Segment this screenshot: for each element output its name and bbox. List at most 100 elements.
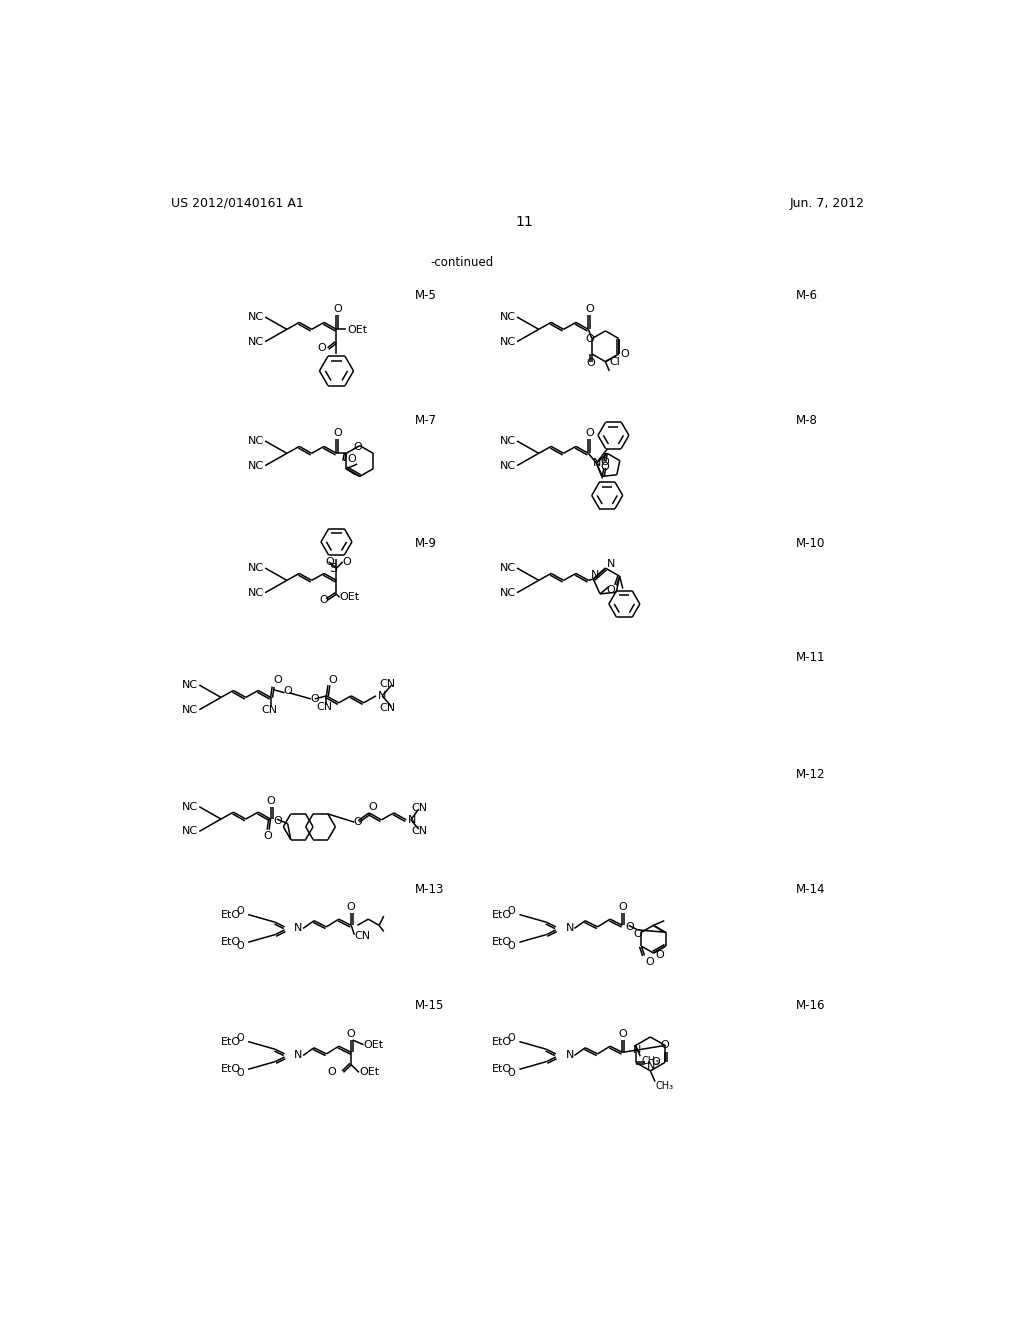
Text: EtO: EtO bbox=[493, 937, 512, 948]
Text: O: O bbox=[327, 1068, 336, 1077]
Text: O: O bbox=[237, 1032, 244, 1043]
Text: CH₃: CH₃ bbox=[655, 1081, 674, 1092]
Text: M-11: M-11 bbox=[796, 651, 825, 664]
Text: O: O bbox=[237, 906, 244, 916]
Text: CN: CN bbox=[261, 705, 278, 714]
Text: M-16: M-16 bbox=[796, 999, 825, 1012]
Text: O: O bbox=[586, 428, 594, 438]
Text: CN: CN bbox=[411, 803, 427, 813]
Text: O: O bbox=[263, 832, 272, 841]
Text: M-8: M-8 bbox=[796, 413, 818, 426]
Text: EtO: EtO bbox=[221, 1064, 241, 1074]
Text: Jun. 7, 2012: Jun. 7, 2012 bbox=[790, 197, 864, 210]
Text: O: O bbox=[347, 1028, 355, 1039]
Text: O: O bbox=[266, 796, 275, 805]
Text: M-14: M-14 bbox=[796, 883, 825, 896]
Text: O: O bbox=[237, 1068, 244, 1078]
Text: Cl: Cl bbox=[609, 356, 621, 367]
Text: CN: CN bbox=[379, 678, 395, 689]
Text: NC: NC bbox=[500, 337, 516, 347]
Text: M-5: M-5 bbox=[415, 289, 436, 302]
Text: O: O bbox=[347, 902, 355, 912]
Text: O: O bbox=[348, 454, 356, 465]
Text: O: O bbox=[508, 906, 515, 916]
Text: NC: NC bbox=[182, 826, 199, 837]
Text: M-6: M-6 bbox=[796, 289, 818, 302]
Text: M-12: M-12 bbox=[796, 768, 825, 781]
Text: O: O bbox=[237, 941, 244, 952]
Text: N: N bbox=[565, 1051, 573, 1060]
Text: EtO: EtO bbox=[221, 937, 241, 948]
Text: EtO: EtO bbox=[221, 909, 241, 920]
Text: O: O bbox=[353, 442, 362, 453]
Text: N: N bbox=[633, 1045, 641, 1055]
Text: O: O bbox=[660, 1040, 670, 1051]
Text: NC: NC bbox=[182, 801, 199, 812]
Text: O: O bbox=[353, 817, 362, 828]
Text: M-13: M-13 bbox=[415, 883, 444, 896]
Text: NC: NC bbox=[248, 337, 264, 347]
Text: O: O bbox=[626, 921, 634, 932]
Text: N: N bbox=[607, 560, 615, 569]
Text: S: S bbox=[330, 561, 337, 574]
Text: O: O bbox=[328, 675, 337, 685]
Text: 11: 11 bbox=[516, 215, 534, 230]
Text: CN: CN bbox=[411, 825, 427, 836]
Text: OEt: OEt bbox=[340, 593, 359, 602]
Text: O: O bbox=[508, 941, 515, 952]
Text: O: O bbox=[586, 305, 594, 314]
Text: NC: NC bbox=[182, 680, 199, 690]
Text: NC: NC bbox=[500, 436, 516, 446]
Text: M-9: M-9 bbox=[415, 537, 437, 550]
Text: CH₃: CH₃ bbox=[641, 1056, 659, 1065]
Text: NC: NC bbox=[182, 705, 199, 714]
Text: O: O bbox=[326, 557, 335, 566]
Text: NC: NC bbox=[248, 312, 264, 322]
Text: US 2012/0140161 A1: US 2012/0140161 A1 bbox=[171, 197, 303, 210]
Text: NC: NC bbox=[248, 564, 264, 573]
Text: OEt: OEt bbox=[347, 325, 368, 335]
Text: OEt: OEt bbox=[364, 1040, 384, 1049]
Text: O: O bbox=[586, 334, 595, 343]
Text: NC: NC bbox=[500, 461, 516, 471]
Text: O: O bbox=[645, 957, 654, 966]
Text: NC: NC bbox=[500, 312, 516, 322]
Text: O: O bbox=[618, 1028, 627, 1039]
Text: N: N bbox=[565, 924, 573, 933]
Text: O: O bbox=[600, 462, 609, 473]
Text: CN: CN bbox=[316, 702, 333, 711]
Text: O: O bbox=[634, 929, 642, 939]
Text: OEt: OEt bbox=[359, 1068, 379, 1077]
Text: CN: CN bbox=[379, 704, 395, 713]
Text: O: O bbox=[334, 428, 342, 438]
Text: O: O bbox=[316, 343, 326, 352]
Text: O: O bbox=[621, 348, 629, 359]
Text: N: N bbox=[591, 570, 599, 581]
Text: M-7: M-7 bbox=[415, 413, 437, 426]
Text: M-15: M-15 bbox=[415, 999, 444, 1012]
Text: NC: NC bbox=[248, 436, 264, 446]
Text: EtO: EtO bbox=[493, 909, 512, 920]
Text: O: O bbox=[651, 1057, 659, 1068]
Text: N: N bbox=[408, 814, 416, 825]
Text: EtO: EtO bbox=[221, 1036, 241, 1047]
Text: -continued: -continued bbox=[430, 256, 494, 269]
Text: O: O bbox=[334, 305, 342, 314]
Text: O: O bbox=[655, 949, 664, 960]
Text: NC: NC bbox=[500, 564, 516, 573]
Text: O: O bbox=[343, 557, 351, 566]
Text: O: O bbox=[600, 458, 609, 467]
Text: O: O bbox=[319, 595, 328, 606]
Text: M-10: M-10 bbox=[796, 537, 825, 550]
Text: NC: NC bbox=[500, 587, 516, 598]
Text: N: N bbox=[647, 1061, 655, 1072]
Text: N: N bbox=[294, 1051, 303, 1060]
Text: O: O bbox=[606, 585, 614, 595]
Text: O: O bbox=[369, 801, 377, 812]
Text: O: O bbox=[508, 1068, 515, 1078]
Text: NC: NC bbox=[248, 587, 264, 598]
Text: O: O bbox=[273, 676, 282, 685]
Text: O: O bbox=[273, 816, 283, 825]
Text: O: O bbox=[618, 902, 627, 912]
Text: O: O bbox=[508, 1032, 515, 1043]
